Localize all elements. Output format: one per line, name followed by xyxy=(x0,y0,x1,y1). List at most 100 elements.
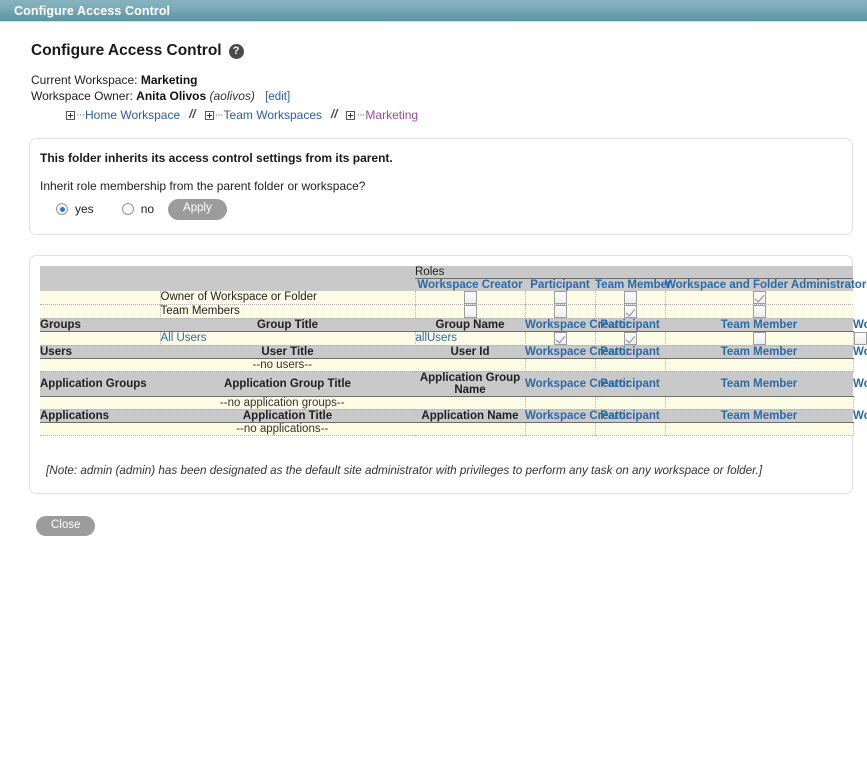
row-name[interactable]: allUsers xyxy=(414,331,525,345)
role-header-participant[interactable]: Participant xyxy=(595,371,665,397)
spacer-cell xyxy=(40,265,160,278)
role-checkbox[interactable] xyxy=(623,304,637,318)
expand-plus-icon[interactable] xyxy=(66,110,75,120)
role-cell[interactable] xyxy=(664,290,854,304)
row-label: Owner of Workspace or Folder xyxy=(159,290,415,304)
role-header-workspace-creator[interactable]: Workspace Creator xyxy=(525,345,631,359)
role-checkbox[interactable] xyxy=(553,290,567,304)
breadcrumb-separator-1: // xyxy=(189,109,196,121)
workspace-owner-userid: (aolivos) xyxy=(209,89,255,103)
workspace-owner-value: Anita Olivos xyxy=(136,89,207,103)
role-cell[interactable] xyxy=(594,304,666,318)
crumb-dots: ··· xyxy=(356,109,365,121)
section-name: Users xyxy=(40,345,160,359)
section-header-groups: Groups Group Title Group Name Workspace Cre… xyxy=(40,318,867,332)
inherit-question: Inherit role membership from the parent … xyxy=(40,179,366,193)
role-checkbox[interactable] xyxy=(623,331,637,345)
section-header-application-groups: Application Groups Application Group Titl… xyxy=(40,371,867,397)
role-header-team-member[interactable]: Team Member xyxy=(665,318,854,332)
role-checkbox[interactable] xyxy=(553,331,567,345)
help-icon[interactable]: ? xyxy=(228,43,244,59)
footer: Close xyxy=(36,515,867,536)
role-header-team-member[interactable]: Team Member xyxy=(595,278,672,291)
breadcrumb-link-team-workspaces[interactable]: Team Workspaces xyxy=(223,108,323,122)
role-cell[interactable] xyxy=(524,290,596,304)
breadcrumb-item-marketing[interactable]: ··· Marketing xyxy=(346,108,418,122)
role-cell[interactable] xyxy=(524,304,596,318)
roles-group-label: Roles xyxy=(415,265,854,279)
role-cell[interactable] xyxy=(414,304,526,318)
role-cell[interactable] xyxy=(664,331,854,345)
role-checkbox[interactable] xyxy=(752,304,766,318)
role-checkbox[interactable] xyxy=(752,331,766,345)
breadcrumb-link-marketing[interactable]: Marketing xyxy=(365,108,419,122)
spacer-cell xyxy=(40,278,160,291)
expand-plus-icon[interactable] xyxy=(204,110,214,120)
role-checkbox[interactable] xyxy=(853,331,867,345)
row-title[interactable]: All Users xyxy=(159,331,415,345)
expand-plus-icon[interactable] xyxy=(346,110,356,120)
section-col-name: Application Group Name xyxy=(415,371,525,397)
role-checkbox[interactable] xyxy=(463,290,477,304)
role-cell[interactable] xyxy=(414,290,526,304)
role-header-team-member[interactable]: Team Member xyxy=(665,345,854,359)
role-cell xyxy=(524,422,596,435)
close-button[interactable]: Close xyxy=(36,515,96,536)
row-name-link[interactable]: allUsers xyxy=(415,332,458,344)
table-row-empty: --no application groups-- xyxy=(40,396,854,409)
section-col-title: User Title xyxy=(160,345,415,359)
current-workspace-label: Current Workspace: xyxy=(31,73,138,87)
current-workspace-line: Current Workspace: Marketing xyxy=(31,72,867,88)
role-cell[interactable] xyxy=(664,304,854,318)
section-col-title: Application Title xyxy=(160,409,415,423)
empty-message: --no applications-- xyxy=(40,422,525,435)
role-cell xyxy=(664,396,854,409)
inherit-yes-radio[interactable] xyxy=(56,203,68,216)
role-header-participant[interactable]: Participant xyxy=(595,409,665,423)
role-checkbox[interactable] xyxy=(553,304,567,318)
role-cell[interactable] xyxy=(524,331,596,345)
role-checkbox[interactable] xyxy=(623,290,637,304)
apply-button[interactable]: Apply xyxy=(168,199,227,220)
breadcrumb-link-home-workspace[interactable]: Home Workspace xyxy=(85,108,181,122)
section-header-users: Users User Title User Id Workspace Creator P… xyxy=(40,345,867,359)
workspace-owner-label: Workspace Owner: xyxy=(31,89,133,103)
role-header-workspace-creator[interactable]: Workspace Creator xyxy=(525,409,631,423)
role-cell xyxy=(664,422,854,435)
inherit-no-label[interactable]: no xyxy=(140,202,155,217)
role-header-team-member[interactable]: Team Member xyxy=(665,409,854,423)
access-control-table-panel: Roles Workspace Creator Participant Team Me… xyxy=(29,254,867,494)
workspace-meta: Current Workspace: Marketing Workspace O… xyxy=(31,72,867,105)
breadcrumb-item-home-workspace[interactable]: ··· Home Workspace xyxy=(66,108,180,122)
role-cell[interactable] xyxy=(594,331,666,345)
role-header-participant[interactable]: Participant xyxy=(525,278,595,291)
role-header-participant[interactable]: Participant xyxy=(595,318,665,332)
breadcrumb-item-team-workspaces[interactable]: ··· Team Workspaces xyxy=(204,108,323,122)
role-header-workspace-and-folder-administrator[interactable]: Workspace and Folder Administrator xyxy=(665,278,867,291)
role-cell xyxy=(594,396,666,409)
row-title-link[interactable]: All Users xyxy=(160,332,207,344)
role-header-workspace-creator[interactable]: Workspace Creator xyxy=(525,318,631,332)
row-label: Team Members xyxy=(159,304,415,318)
current-workspace-value: Marketing xyxy=(140,73,198,87)
role-header-team-member[interactable]: Team Member xyxy=(665,371,854,397)
role-checkbox[interactable] xyxy=(463,304,477,318)
row-spacer-cell xyxy=(40,331,160,345)
role-header-participant[interactable]: Participant xyxy=(595,345,665,359)
section-header-applications: Applications Application Title Application… xyxy=(40,409,867,423)
role-cell xyxy=(524,358,596,371)
role-cell[interactable] xyxy=(594,290,666,304)
section-name: Application Groups xyxy=(40,371,160,397)
window-title: Configure Access Control xyxy=(14,3,171,18)
access-control-table: Roles Workspace Creator Participant Team Me… xyxy=(40,265,867,436)
breadcrumb: ··· Home Workspace // ··· Team Workspaces … xyxy=(66,108,867,122)
inherit-no-radio[interactable] xyxy=(121,203,134,216)
inherit-yes-label[interactable]: yes xyxy=(75,202,94,217)
edit-owner-link[interactable]: [edit] xyxy=(265,91,291,103)
role-cell xyxy=(664,358,854,371)
role-checkbox[interactable] xyxy=(752,290,766,304)
inherit-panel: This folder inherits its access control … xyxy=(29,138,853,235)
role-header-workspace-creator[interactable]: Workspace Creator xyxy=(525,371,630,397)
crumb-dots: ··· xyxy=(214,109,224,121)
role-header-workspace-creator[interactable]: Workspace Creator xyxy=(415,278,525,291)
